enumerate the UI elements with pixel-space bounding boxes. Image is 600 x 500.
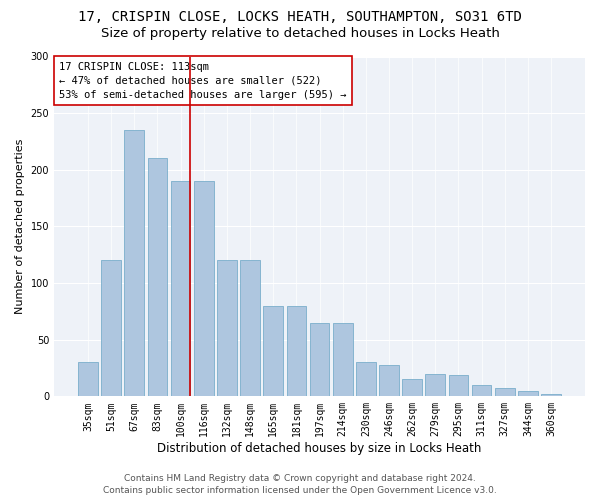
Bar <box>495 388 515 396</box>
Bar <box>101 260 121 396</box>
Bar <box>379 364 399 396</box>
Bar <box>541 394 561 396</box>
X-axis label: Distribution of detached houses by size in Locks Heath: Distribution of detached houses by size … <box>157 442 482 455</box>
Bar <box>472 385 491 396</box>
Bar <box>194 181 214 396</box>
Bar <box>78 362 98 396</box>
Bar <box>240 260 260 396</box>
Bar <box>356 362 376 396</box>
Bar <box>402 380 422 396</box>
Bar <box>287 306 306 396</box>
Text: Contains HM Land Registry data © Crown copyright and database right 2024.
Contai: Contains HM Land Registry data © Crown c… <box>103 474 497 495</box>
Text: 17 CRISPIN CLOSE: 113sqm
← 47% of detached houses are smaller (522)
53% of semi-: 17 CRISPIN CLOSE: 113sqm ← 47% of detach… <box>59 62 347 100</box>
Bar <box>518 390 538 396</box>
Y-axis label: Number of detached properties: Number of detached properties <box>15 138 25 314</box>
Bar <box>425 374 445 396</box>
Bar <box>124 130 144 396</box>
Bar <box>263 306 283 396</box>
Bar <box>217 260 237 396</box>
Bar <box>171 181 190 396</box>
Bar <box>333 322 353 396</box>
Text: 17, CRISPIN CLOSE, LOCKS HEATH, SOUTHAMPTON, SO31 6TD: 17, CRISPIN CLOSE, LOCKS HEATH, SOUTHAMP… <box>78 10 522 24</box>
Text: Size of property relative to detached houses in Locks Heath: Size of property relative to detached ho… <box>101 28 499 40</box>
Bar <box>310 322 329 396</box>
Bar <box>148 158 167 396</box>
Bar <box>449 375 468 396</box>
